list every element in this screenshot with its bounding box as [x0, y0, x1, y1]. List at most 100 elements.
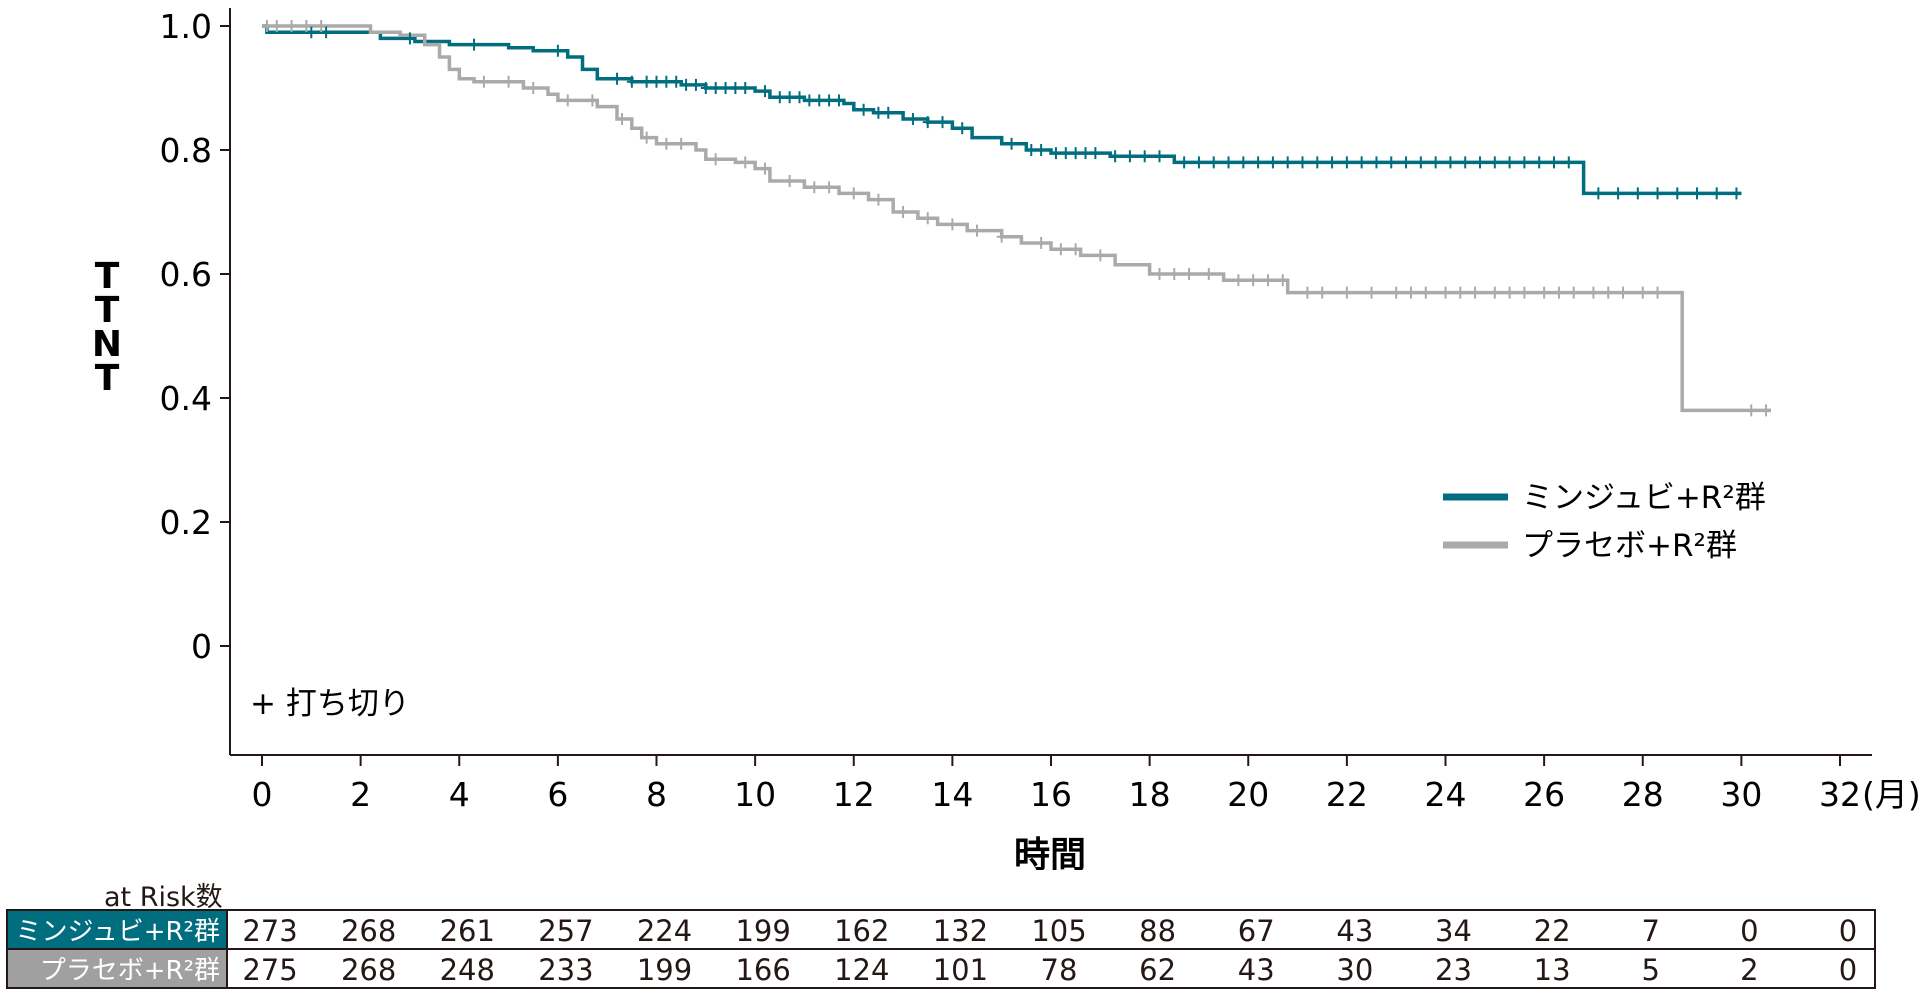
at-risk-count: 199 — [636, 953, 693, 987]
x-tick-label: 12 — [833, 775, 875, 814]
censor-mark — [676, 137, 687, 150]
censor-mark — [404, 32, 415, 45]
censor-mark — [261, 20, 272, 32]
at-risk-row: ミンジュビ+R²群 273 268 261 257 224 199 162 132 105 88 67… — [6, 909, 1876, 950]
censor-mark — [873, 193, 884, 206]
x-tick-label: 2 — [350, 775, 371, 814]
censor-mark — [848, 187, 859, 200]
censor-mark — [1184, 268, 1195, 280]
censor-mark — [1440, 286, 1451, 299]
censor-mark — [612, 72, 623, 85]
censor-mark — [1070, 243, 1081, 256]
censor-mark — [552, 44, 563, 57]
censor-mark — [1405, 286, 1416, 299]
censor-mark — [937, 116, 948, 129]
censor-mark — [1430, 156, 1441, 169]
censor-mark — [1568, 286, 1579, 299]
censor-mark — [1193, 156, 1204, 169]
censor-mark — [972, 224, 983, 237]
censor-mark — [1563, 156, 1574, 169]
censor-mark — [1548, 156, 1559, 169]
censor-mark — [774, 91, 785, 104]
censor-mark — [1672, 187, 1683, 200]
at-risk-count: 275 — [242, 953, 298, 987]
censor-mark — [301, 20, 312, 32]
at-risk-count: 257 — [538, 914, 594, 948]
censor-mark — [1179, 156, 1190, 169]
at-risk-count: 166 — [735, 953, 791, 987]
at-risk-table: ミンジュビ+R²群 273 268 261 257 224 199 162 132 105 88 67… — [6, 909, 1876, 989]
censor-mark — [1539, 286, 1550, 299]
censor-mark — [1603, 286, 1614, 299]
at-risk-values: 273 268 261 257 224 199 162 132 105 88 67 43 34 22 7 0 0 — [226, 909, 1876, 950]
censor-mark — [784, 91, 795, 104]
censor-mark — [587, 94, 598, 107]
censor-mark — [1341, 156, 1352, 169]
x-tick-label: 22 — [1326, 775, 1368, 814]
censor-mark — [626, 75, 637, 88]
censor-mark — [957, 122, 968, 135]
censor-mark — [1036, 144, 1047, 156]
censor-mark — [1613, 187, 1624, 200]
at-risk-count: 88 — [1139, 914, 1177, 948]
censor-mark — [907, 113, 918, 125]
axes: 00.20.40.60.81.00 2 4 6 8 10 12 14 16 18 20 22 24 26 2… — [92, 7, 1920, 814]
at-risk-count: 233 — [538, 953, 594, 987]
at-risk-count: 22 — [1533, 914, 1571, 948]
censor-mark — [873, 106, 884, 119]
censor-mark — [824, 181, 835, 194]
censor-mark — [681, 78, 692, 91]
y-tick-label: 0 — [191, 627, 212, 666]
x-tick-label: 28 — [1622, 775, 1664, 814]
y-tick-label: 1.0 — [160, 7, 212, 46]
censor-mark — [1253, 156, 1264, 169]
censor-mark — [1124, 150, 1135, 163]
censor-marks — [261, 20, 1772, 417]
at-risk-count: 268 — [340, 953, 397, 987]
y-tick-label: 0.2 — [160, 503, 212, 542]
censor-mark — [503, 75, 514, 88]
censor-mark — [1455, 286, 1466, 299]
censor-mark — [1534, 156, 1545, 169]
censor-mark — [1327, 156, 1338, 169]
censor-mark — [700, 82, 711, 94]
censor-mark — [730, 82, 741, 94]
at-risk-count: 261 — [439, 914, 495, 948]
censor-mark — [1761, 404, 1772, 417]
at-risk-count: 268 — [340, 914, 397, 948]
censor-mark — [1282, 156, 1293, 169]
censor-mark — [1208, 156, 1219, 169]
x-tick-label: 24 — [1425, 775, 1467, 814]
censor-mark — [1223, 156, 1234, 169]
at-risk-count: 2 — [1740, 953, 1759, 987]
censor-mark — [1691, 187, 1702, 200]
at-risk-row: プラセボ+R²群 275 268 248 233 199 166 124 101 78 62 43 30… — [6, 948, 1876, 989]
censor-mark — [469, 38, 480, 51]
censor-mark — [858, 103, 869, 116]
censor-mark — [1519, 286, 1530, 299]
at-risk-count: 43 — [1237, 953, 1275, 987]
censor-mark — [1618, 286, 1629, 299]
censor-mark — [1445, 156, 1456, 169]
at-risk-count: 273 — [242, 914, 298, 948]
x-tick-label: 6 — [547, 775, 568, 814]
censor-mark — [1302, 286, 1313, 299]
y-tick-label: 0.8 — [160, 131, 212, 170]
censor-mark — [1055, 243, 1066, 256]
censor-mark — [1415, 156, 1426, 169]
at-risk-count: 101 — [932, 953, 989, 987]
censor-mark — [809, 181, 820, 194]
censor-mark — [1366, 286, 1377, 299]
x-unit-label: (月) — [1862, 775, 1920, 814]
censor-mark — [814, 94, 825, 107]
censor-mark — [1090, 147, 1101, 160]
censor-mark — [759, 85, 770, 98]
x-tick-label: 32 — [1819, 775, 1861, 814]
at-risk-count: 199 — [735, 914, 791, 948]
censor-mark — [1553, 286, 1564, 299]
censor-mark — [710, 153, 721, 166]
censor-mark — [616, 113, 627, 125]
censor-mark — [271, 20, 282, 32]
x-tick-label: 20 — [1227, 775, 1269, 814]
censor-mark — [1401, 156, 1412, 169]
